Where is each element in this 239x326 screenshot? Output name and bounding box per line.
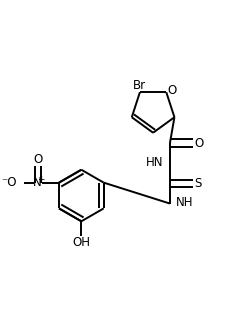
Text: Br: Br: [133, 79, 147, 92]
Text: O: O: [195, 137, 204, 150]
Text: ⁻O: ⁻O: [1, 176, 17, 189]
Text: NH: NH: [176, 196, 194, 209]
Text: +: +: [38, 174, 45, 184]
Text: S: S: [195, 177, 202, 190]
Text: N: N: [33, 176, 42, 189]
Text: O: O: [33, 153, 42, 166]
Text: OH: OH: [72, 236, 90, 249]
Text: O: O: [167, 84, 177, 97]
Text: HN: HN: [146, 156, 164, 169]
